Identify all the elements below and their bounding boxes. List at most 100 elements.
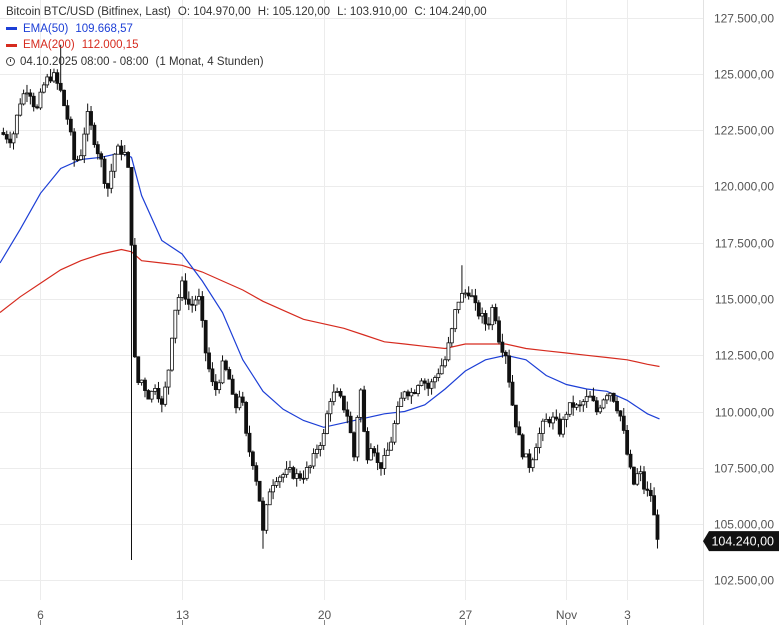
candle-body [143,379,147,391]
candle [217,379,222,394]
candle [170,337,174,372]
candle-body [173,309,178,339]
candle-body [116,145,120,155]
candle-body [486,323,491,326]
candle-body [433,377,437,383]
candle-body [112,153,117,172]
candle-body [79,155,83,160]
candle [486,317,491,330]
legend-ema200[interactable]: EMA(200) 112.000,15 [6,37,487,54]
candle [348,411,353,434]
candle-body [564,413,569,420]
candle-body [315,448,319,454]
candle-body [561,419,565,435]
candle-body [75,159,80,161]
candle-body [230,378,235,395]
candle-body [439,365,444,375]
candle [274,477,279,488]
candle-body [594,400,599,413]
candle [439,358,444,375]
candle-body [449,328,454,344]
candle [72,128,77,167]
candle [183,273,188,305]
candle-body [493,307,498,322]
candle [490,304,495,331]
candle [82,127,87,164]
candle-body [331,391,336,402]
candle-body [591,395,596,402]
candle-body [11,133,16,144]
close-value: C: 104.240,00 [414,6,487,18]
candle [240,391,245,406]
candle [227,366,232,380]
candle-body [159,398,164,405]
candle-body [82,133,87,157]
candle-body [200,296,205,321]
y-tick-label: 125.000,00 [714,68,774,82]
y-tick-label: 105.000,00 [714,518,774,532]
candle [601,398,606,410]
candle-body [618,410,623,417]
candle-body [551,416,555,424]
candle [31,92,36,112]
candle-body [99,153,104,160]
candle [574,403,579,411]
candle-body [267,491,272,506]
candle-body [409,391,414,397]
candle [402,390,407,401]
candle-body [28,92,33,97]
candle-body [648,490,653,497]
candle [389,436,394,451]
candle-body [547,418,552,424]
candle-body [298,473,302,479]
candle-body [584,396,589,402]
candle-body [635,473,640,485]
candle-body [642,471,646,490]
candle [166,369,171,395]
candle [1,127,6,136]
candle [257,480,262,502]
candle-body [520,434,525,458]
candle-body [365,431,370,461]
candle-body [18,103,23,116]
candle-body [318,445,323,450]
candle [294,468,299,487]
candle [207,347,211,373]
candle [318,442,323,457]
ema200-swatch [6,43,17,47]
candle-body [338,391,343,397]
candle [193,295,198,312]
candle-body [149,390,154,400]
legend-ema50[interactable]: EMA(50) 109.668,57 [6,21,487,38]
candle-body [652,495,657,516]
open-value: O: 104.970,00 [177,6,251,18]
candle-body [109,170,114,189]
candle [372,445,377,457]
candle-body [571,402,576,408]
candle [79,149,83,161]
candle-body [412,391,417,395]
candle-body [35,106,39,109]
candle-body [25,92,29,95]
candle [52,68,56,83]
ema50-path [0,152,660,428]
candle [200,291,205,328]
candle [21,89,26,106]
candle-body [588,395,592,398]
ema200-label: EMA(200) [23,39,75,51]
candle-body [45,76,50,86]
candle-body [527,453,532,468]
candle [453,309,458,333]
candle [321,429,326,450]
candle [429,378,434,395]
candle-body [540,420,545,434]
candle [247,425,252,457]
candle-body [355,416,360,458]
x-tick-label: 3 [624,608,631,622]
x-tick-label: Nov [556,608,577,622]
candle-body [335,391,340,393]
candle-body [72,131,77,160]
candle [342,395,346,413]
legend-period: 04.10.2025 08:00 - 08:00 (1 Monat, 4 Stu… [6,54,487,71]
